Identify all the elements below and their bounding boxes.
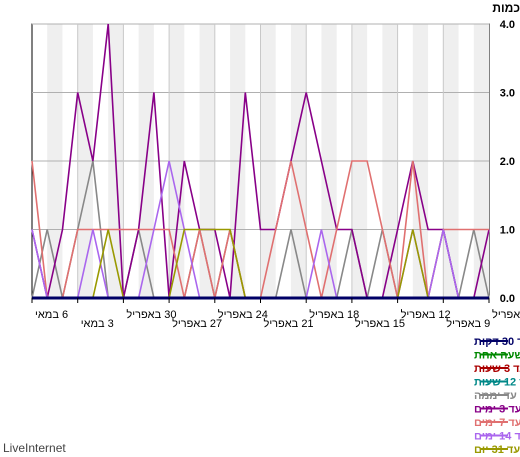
x-tick-label: 6 באפריל bbox=[492, 308, 520, 321]
x-tick-label: 18 באפריל bbox=[309, 308, 359, 321]
x-tick-label: 9 באפריל bbox=[446, 317, 490, 330]
legend: מ 15 עד 30 דקות מ 30 דקות עד שעה אחתמשעה … bbox=[474, 336, 520, 456]
x-tick-label: 6 במאי bbox=[35, 309, 68, 321]
x-tick-label: 21 באפריל bbox=[264, 317, 314, 330]
y-tick-label: 3.0 bbox=[500, 88, 515, 100]
x-tick-label: 24 באפריל bbox=[218, 308, 268, 321]
y-tick-label: 1.0 bbox=[500, 225, 515, 237]
x-tick-label: 30 באפריל bbox=[126, 308, 176, 321]
x-tick-label: 12 באפריל bbox=[401, 308, 451, 321]
legend-label: מ 3 עד 7 ימים bbox=[474, 417, 520, 429]
legend-label: מ 30 דקות עד שעה אחת bbox=[474, 350, 520, 362]
x-tick-label: 3 במאי bbox=[81, 318, 114, 330]
y-tick-label: 0.0 bbox=[500, 293, 515, 305]
legend-label: מ 15 עד 30 דקות bbox=[474, 336, 520, 348]
y-tick-label: 2.0 bbox=[500, 156, 515, 168]
y-axis-ticks: 0.0 1.0 2.0 3.0 4.0 bbox=[500, 19, 515, 305]
x-tick-label: 27 באפריל bbox=[172, 317, 222, 330]
legend-label: מ 7 עד 14 ימים bbox=[474, 431, 520, 443]
legend-label: מ 12 שעות עד יממה bbox=[474, 390, 520, 402]
legend-label: מ 1 עד 3 ימים bbox=[474, 404, 520, 416]
legend-label: מ 14 עד 31 יום bbox=[474, 444, 520, 456]
x-tick-label: 15 באפריל bbox=[355, 317, 405, 330]
brand-label: LiveInternet bbox=[3, 441, 66, 455]
legend-label: מ 3 עד 12 שעות bbox=[474, 377, 520, 389]
legend-label: משעה 1 עד 3 שעות bbox=[474, 363, 520, 375]
y-axis-label: כמות bbox=[492, 1, 520, 15]
y-tick-label: 4.0 bbox=[500, 19, 515, 31]
